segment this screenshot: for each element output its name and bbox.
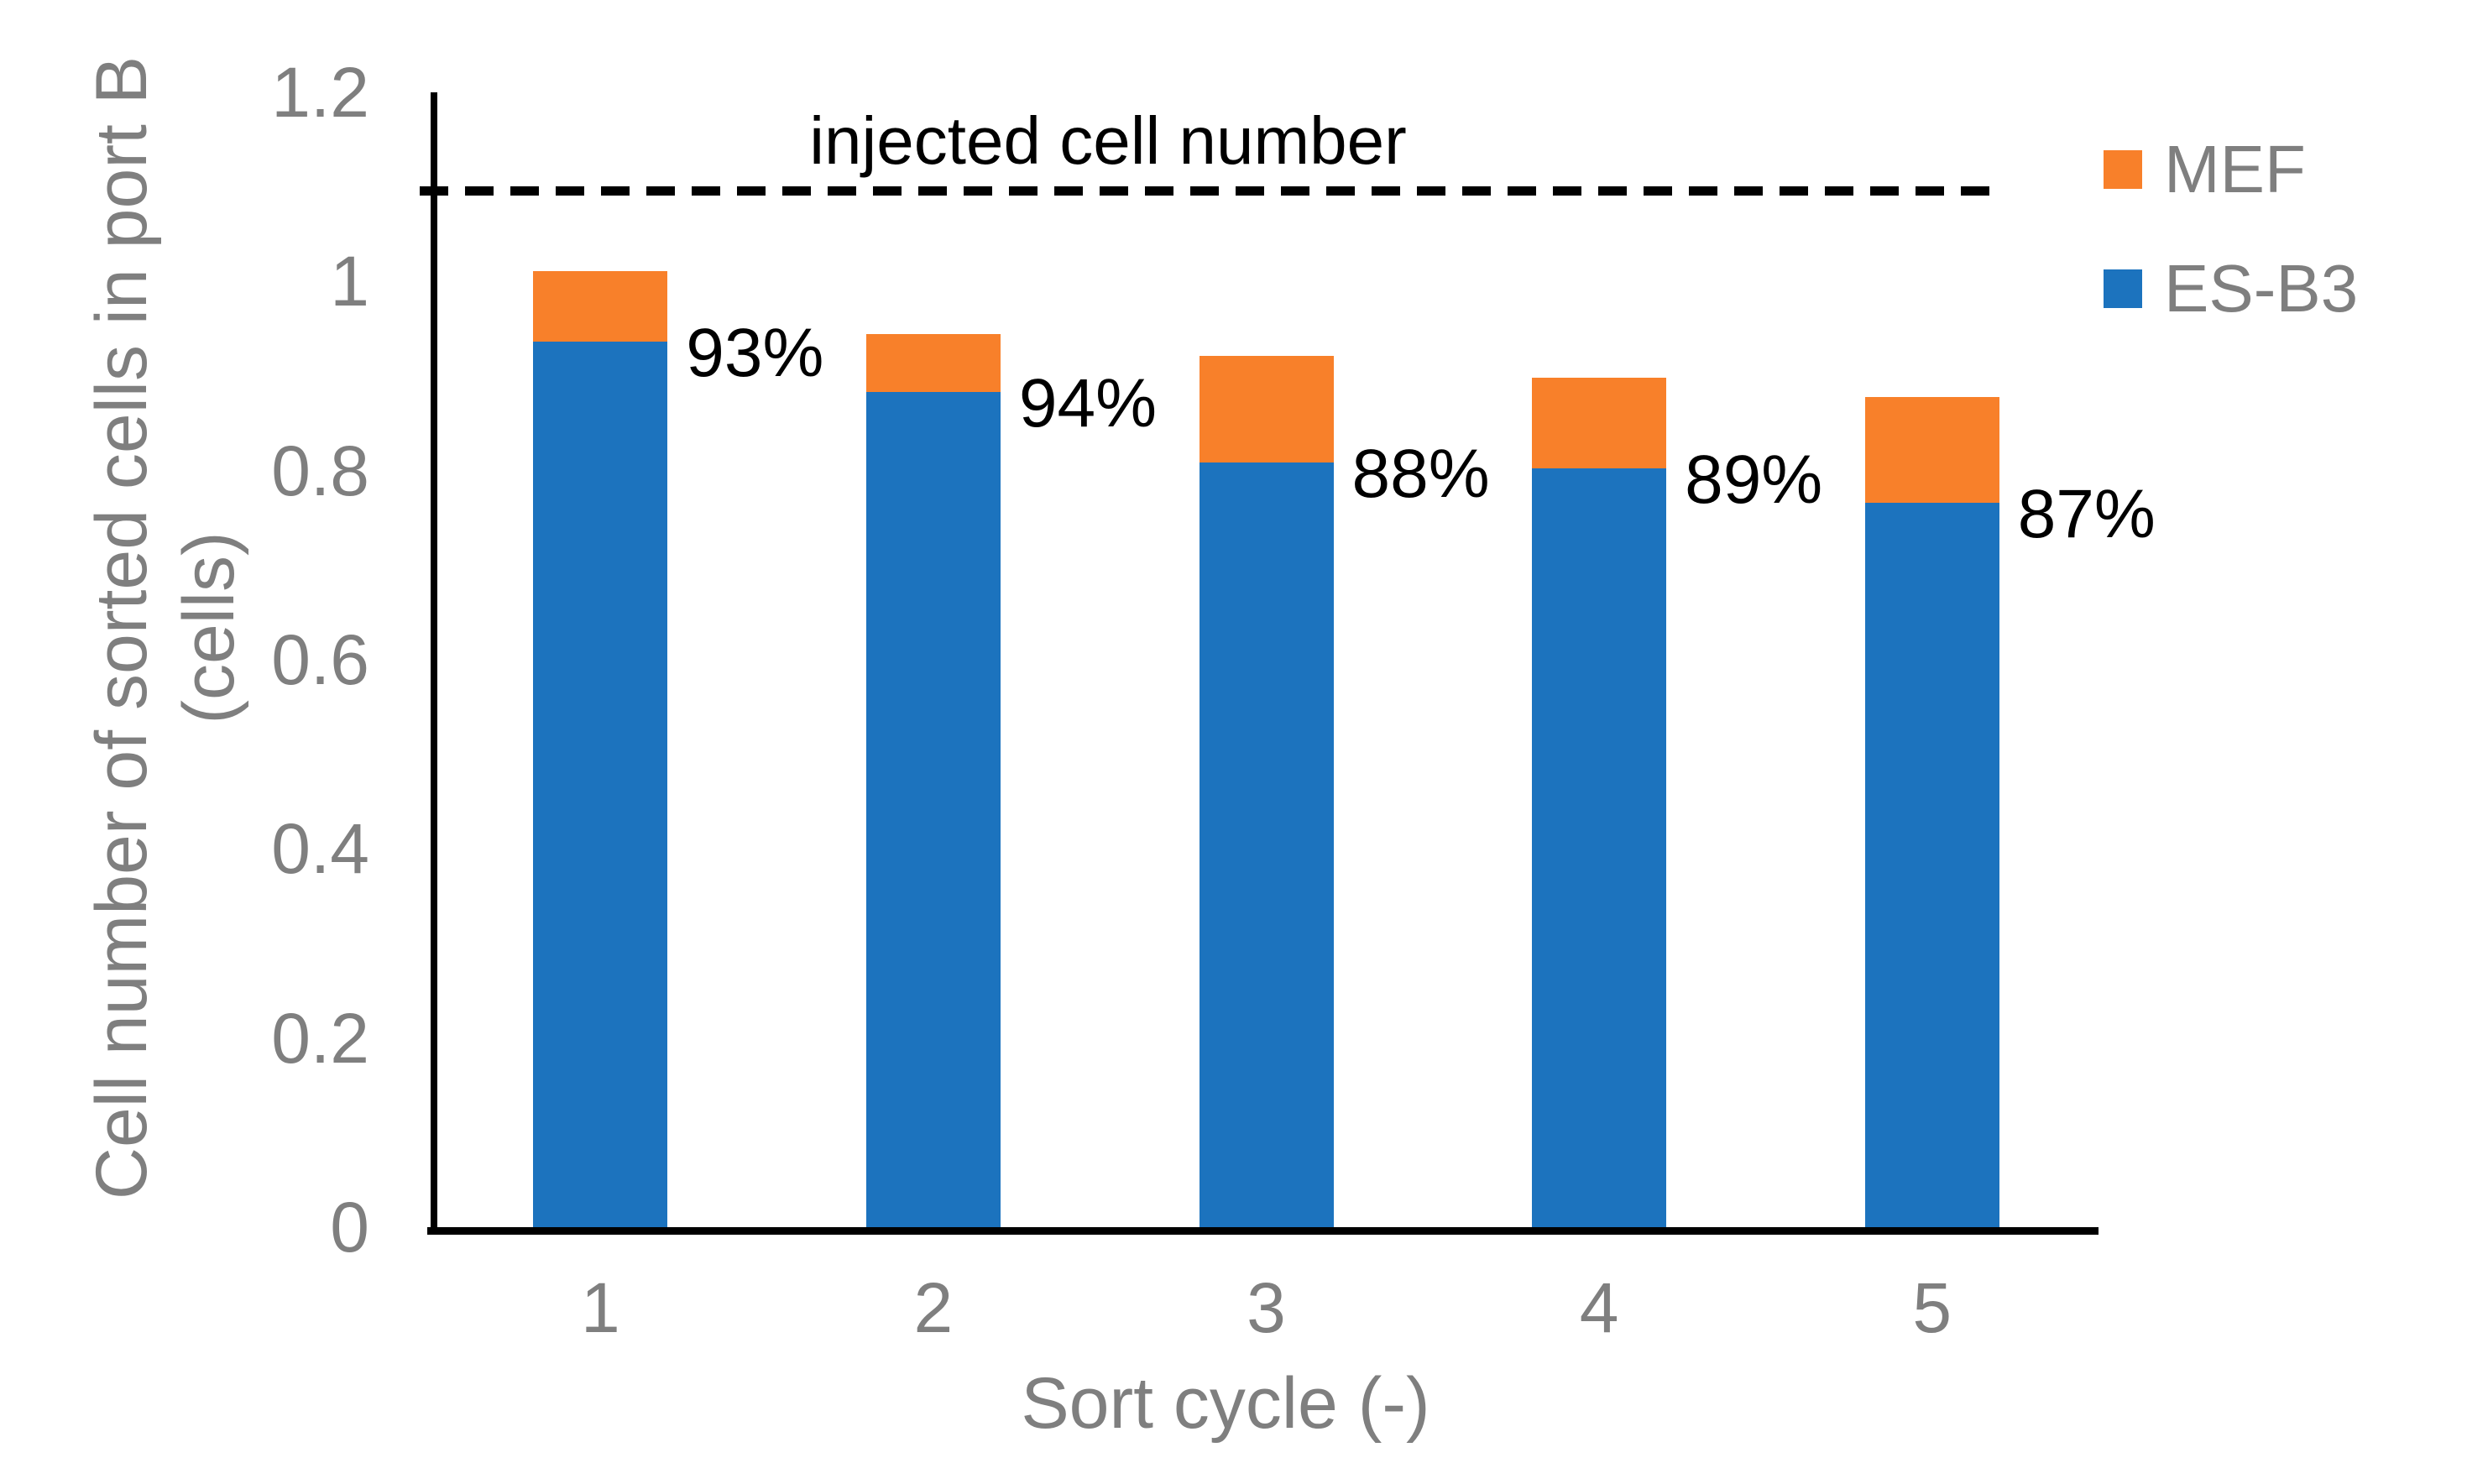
bar-5-es-b3 — [1864, 502, 1999, 1227]
x-tick-label-3: 3 — [1247, 1268, 1286, 1347]
bar-percent-label-5: 87% — [2017, 475, 2156, 552]
bar-1-mef — [533, 270, 668, 342]
y-axis-title: Cell number of sorted cells in port B (c… — [78, 56, 253, 1199]
legend-item-mef: MEF — [2104, 134, 2306, 205]
bar-percent-label-1: 93% — [686, 315, 824, 392]
y-tick-label-0: 0 — [330, 1188, 369, 1267]
y-tick-label-1: 1 — [330, 242, 369, 321]
bar-4-mef — [1532, 377, 1667, 468]
legend-item-es-b3: ES-B3 — [2104, 253, 2358, 324]
x-axis-line — [427, 1227, 2099, 1235]
es-b3-legend-swatch — [2104, 269, 2142, 308]
mef-legend-swatch — [2104, 150, 2142, 189]
bar-3-mef — [1199, 355, 1334, 462]
x-tick-label-5: 5 — [1912, 1268, 1952, 1347]
y-tick-label-0-4: 0.4 — [271, 809, 369, 889]
es-b3-legend-label: ES-B3 — [2164, 251, 2359, 326]
x-tick-label-1: 1 — [580, 1268, 620, 1347]
x-axis-title: Sort cycle (-) — [1021, 1363, 1430, 1444]
bar-percent-label-3: 88% — [1351, 435, 1490, 512]
x-tick-label-4: 4 — [1579, 1268, 1619, 1347]
bar-1-es-b3 — [533, 342, 668, 1227]
bar-2-es-b3 — [865, 392, 1001, 1227]
y-tick-label-0-8: 0.8 — [271, 431, 369, 510]
bar-2-mef — [865, 334, 1001, 393]
x-tick-label-2: 2 — [913, 1268, 954, 1347]
reference-line-label: injected cell number — [809, 103, 1407, 178]
bar-5-mef — [1864, 396, 1999, 503]
bar-percent-label-4: 89% — [1685, 441, 1823, 518]
mef-legend-label: MEF — [2164, 132, 2306, 206]
y-tick-label-0-2: 0.2 — [271, 998, 369, 1078]
y-tick-label-0-6: 0.6 — [271, 620, 369, 699]
bar-3-es-b3 — [1199, 462, 1334, 1227]
y-tick-label-1-2: 1.2 — [271, 53, 369, 132]
bar-4-es-b3 — [1532, 468, 1667, 1227]
bar-percent-label-2: 94% — [1018, 365, 1158, 442]
y-axis-title-line2: (cells) — [169, 531, 249, 724]
y-axis-title-line1: Cell number of sorted cells in port B — [81, 55, 162, 1200]
injected-cell-number-line — [420, 186, 1992, 196]
y-axis-line — [431, 92, 437, 1235]
